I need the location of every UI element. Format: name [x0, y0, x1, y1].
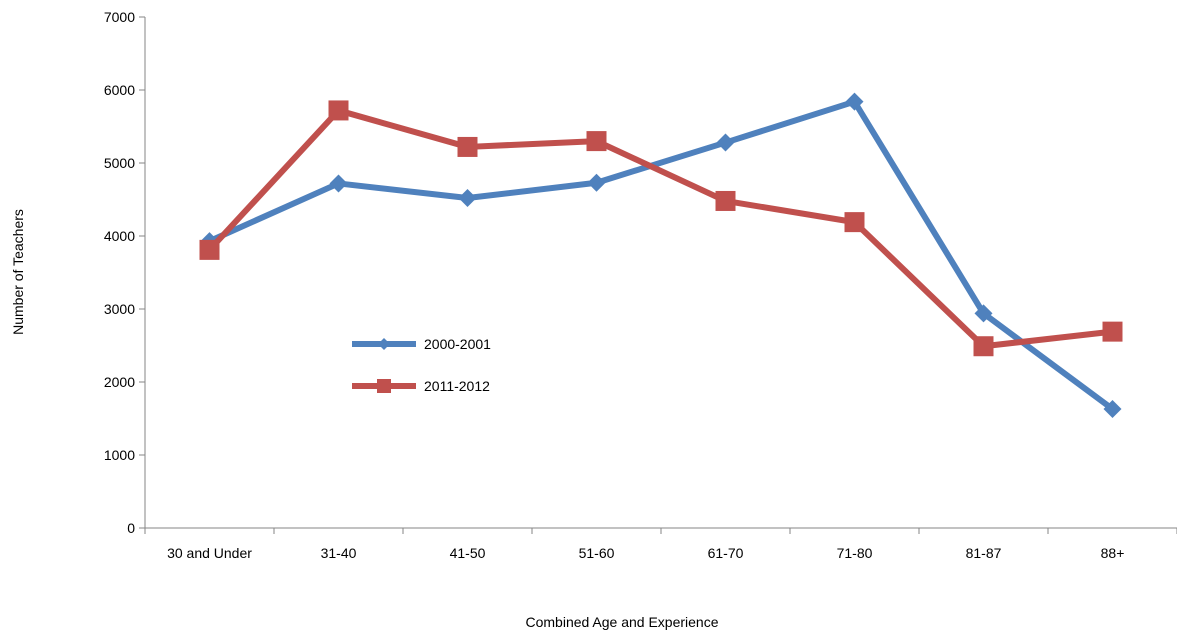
series-line	[206, 98, 1116, 413]
data-point	[457, 136, 478, 157]
x-ticks: 30 and Under 31-40 41-50 51-60 61-70 71-80 81-…	[144, 528, 1177, 561]
x-axis-title: Combined Age and Experience	[525, 614, 718, 630]
data-point	[715, 190, 736, 211]
axes	[144, 17, 1177, 529]
series-line	[206, 107, 1116, 350]
y-tick-label: 3000	[104, 301, 135, 317]
x-tick-label: 30 and Under	[167, 545, 252, 561]
legend-label: 2011-2012	[424, 378, 490, 394]
data-point	[1103, 400, 1122, 419]
legend-marker	[378, 338, 390, 350]
data-point	[328, 100, 349, 121]
y-tick-label: 7000	[104, 9, 135, 25]
legend: 2000-2001 2011-2012	[352, 336, 491, 394]
legend-entry: 2011-2012	[352, 378, 490, 394]
y-tick-label: 6000	[104, 82, 135, 98]
x-tick-label: 88+	[1101, 545, 1125, 561]
legend-marker	[377, 379, 391, 393]
y-axis-title: Number of Teachers	[10, 209, 26, 335]
legend-label: 2000-2001	[424, 336, 491, 352]
y-ticks: 0 1000 2000 3000 4000 5000 6000 7000	[104, 9, 145, 536]
data-point	[844, 212, 865, 233]
x-tick-label: 71-80	[837, 545, 873, 561]
series-2011-2012	[199, 100, 1123, 357]
data-point	[329, 174, 348, 193]
y-tick-label: 5000	[104, 155, 135, 171]
x-tick-label: 31-40	[321, 545, 357, 561]
y-tick-label: 4000	[104, 228, 135, 244]
data-point	[845, 92, 864, 111]
x-tick-label: 41-50	[450, 545, 486, 561]
data-point	[716, 133, 735, 152]
legend-entry: 2000-2001	[352, 336, 491, 352]
data-point	[199, 239, 220, 260]
data-point	[973, 336, 994, 357]
y-tick-label: 1000	[104, 447, 135, 463]
x-tick-label: 61-70	[708, 545, 744, 561]
x-tick-label: 51-60	[579, 545, 615, 561]
series-2000-2001	[200, 92, 1122, 419]
y-tick-label: 0	[127, 520, 135, 536]
data-point	[587, 173, 606, 192]
series-layer	[199, 92, 1123, 419]
data-point	[586, 131, 607, 152]
data-point	[458, 189, 477, 208]
y-tick-label: 2000	[104, 374, 135, 390]
data-point	[1102, 321, 1123, 342]
data-point	[974, 304, 993, 323]
x-tick-label: 81-87	[966, 545, 1002, 561]
